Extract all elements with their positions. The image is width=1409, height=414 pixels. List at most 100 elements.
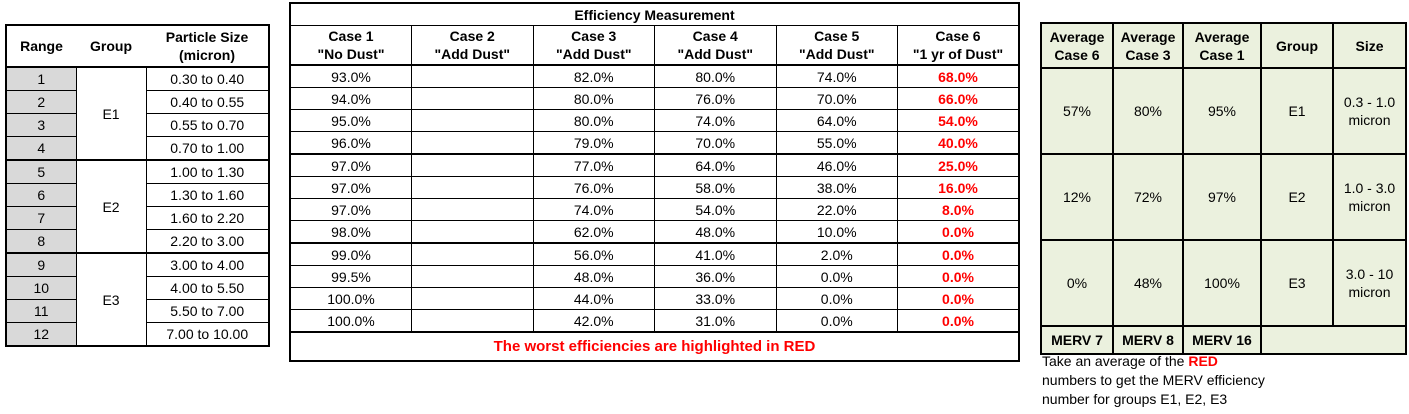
table-title-row: Efficiency Measurement <box>290 3 1019 26</box>
efficiency-cell: 38.0% <box>775 176 898 199</box>
efficiency-cell: 99.0% <box>289 242 412 266</box>
average-cell: 0% <box>1040 239 1114 327</box>
range-cell: 12 <box>5 322 77 347</box>
table-note-row: The worst efficiencies are highlighted i… <box>290 331 1019 361</box>
case-name: Case 2 <box>449 28 495 44</box>
table-row: 10 4.00 to 5.50 <box>5 276 270 300</box>
efficiency-cell: 74.0% <box>775 64 898 88</box>
case-name: Case 4 <box>692 28 738 44</box>
range-cell: 9 <box>5 252 77 277</box>
group-cell: E2 <box>1260 153 1334 241</box>
table-row: 100.0% 42.0% 31.0% 0.0% 0.0% <box>289 309 1020 333</box>
efficiency-cell: 95.0% <box>289 109 412 132</box>
merv-instruction-note: Take an average of the RED numbers to ge… <box>1042 352 1372 409</box>
size-cell: 0.55 to 0.70 <box>145 113 270 137</box>
table-row: 0% 48% 100% E3 3.0 - 10 micron <box>1040 239 1407 327</box>
table-row: 7 1.60 to 2.20 <box>5 206 270 230</box>
efficiency-cell: 96.0% <box>289 131 412 155</box>
table-row: 3 0.55 to 0.70 <box>5 113 270 137</box>
col-header-case2: Case 2 "Add Dust" <box>411 25 534 66</box>
case-subtitle: "1 yr of Dust" <box>912 46 1004 62</box>
efficiency-cell: 10.0% <box>775 220 898 244</box>
group-cell: E2 <box>75 159 147 254</box>
efficiency-cell: 99.5% <box>289 265 412 288</box>
case-name: Case 1 <box>328 28 374 44</box>
table-row: 9 E3 3.00 to 4.00 <box>5 252 270 347</box>
efficiency-cell: 74.0% <box>532 198 655 221</box>
efficiency-cell: 97.0% <box>289 153 412 177</box>
table-row: 93.0% 82.0% 80.0% 74.0% 68.0% <box>289 64 1020 88</box>
worst-efficiency-cell: 25.0% <box>897 153 1020 177</box>
efficiency-cell: 82.0% <box>532 64 655 88</box>
table-row: 12 7.00 to 10.00 <box>5 322 270 347</box>
range-cell: 3 <box>5 113 77 137</box>
efficiency-cell: 98.0% <box>289 220 412 244</box>
case-subtitle: "Add Dust" <box>556 46 632 62</box>
worst-efficiency-cell: 8.0% <box>897 198 1020 221</box>
table-row: 57% 80% 95% E1 0.3 - 1.0 micron <box>1040 67 1407 155</box>
efficiency-cell: 70.0% <box>654 131 777 155</box>
efficiency-cell: 100.0% <box>289 287 412 310</box>
efficiency-cell: 64.0% <box>654 153 777 177</box>
efficiency-cell: 76.0% <box>532 176 655 199</box>
table-row: 97.0% 77.0% 64.0% 46.0% 25.0% <box>289 153 1020 177</box>
efficiency-cell <box>411 242 534 266</box>
efficiency-cell: 94.0% <box>289 87 412 110</box>
efficiency-cell: 48.0% <box>532 265 655 288</box>
range-cell: 2 <box>5 90 77 114</box>
col-header-case3: Case 3 "Add Dust" <box>532 25 655 66</box>
efficiency-cell: 80.0% <box>532 109 655 132</box>
table-row: 12% 72% 97% E2 1.0 - 3.0 micron <box>1040 153 1407 241</box>
average-cell: 80% <box>1112 67 1184 155</box>
efficiency-cell: 79.0% <box>532 131 655 155</box>
col-header-case5: Case 5 "Add Dust" <box>775 25 898 66</box>
average-cell: 72% <box>1112 153 1184 241</box>
table-row: 99.0% 56.0% 41.0% 2.0% 0.0% <box>289 242 1020 266</box>
size-cell: 1.30 to 1.60 <box>145 183 270 207</box>
merv-rating-cell: MERV 8 <box>1112 325 1184 355</box>
size-cell: 7.00 to 10.00 <box>145 322 270 347</box>
average-cell: 48% <box>1112 239 1184 327</box>
group-cell: E3 <box>1260 239 1334 327</box>
efficiency-cell: 97.0% <box>289 198 412 221</box>
particle-size-table: Range Group Particle Size (micron) 1 E1 … <box>5 24 270 347</box>
col-header-case1: Case 1 "No Dust" <box>289 25 412 66</box>
range-cell: 8 <box>5 229 77 254</box>
efficiency-cell: 0.0% <box>775 265 898 288</box>
efficiency-measurement-table: Efficiency Measurement Case 1 "No Dust" C… <box>289 2 1020 362</box>
table-title: Efficiency Measurement <box>290 3 1019 26</box>
table-row: 94.0% 80.0% 76.0% 70.0% 66.0% <box>289 87 1020 110</box>
worst-efficiency-cell: 16.0% <box>897 176 1020 199</box>
worst-efficiency-cell: 0.0% <box>897 287 1020 310</box>
worst-efficiency-note: The worst efficiencies are highlighted i… <box>290 331 1019 361</box>
case-name: Case 3 <box>571 28 617 44</box>
size-cell: 0.30 to 0.40 <box>145 66 270 91</box>
efficiency-cell <box>411 309 534 333</box>
efficiency-cell: 76.0% <box>654 87 777 110</box>
col-header-group: Group <box>76 25 146 68</box>
efficiency-cell: 22.0% <box>775 198 898 221</box>
efficiency-cell: 31.0% <box>654 309 777 333</box>
size-range-cell: 0.3 - 1.0 micron <box>1332 67 1407 155</box>
col-header-average-case3: Average Case 3 <box>1112 22 1184 69</box>
note-text: Take an average of the <box>1042 353 1189 369</box>
range-cell: 6 <box>5 183 77 207</box>
size-cell: 2.20 to 3.00 <box>145 229 270 254</box>
efficiency-cell <box>411 64 534 88</box>
group-cell: E1 <box>1260 67 1334 155</box>
table-row: 4 0.70 to 1.00 <box>5 136 270 161</box>
table-row: 97.0% 74.0% 54.0% 22.0% 8.0% <box>289 198 1020 221</box>
efficiency-cell <box>411 87 534 110</box>
efficiency-cell: 0.0% <box>775 287 898 310</box>
case-name: Case 6 <box>935 28 981 44</box>
table-row: 8 2.20 to 3.00 <box>5 229 270 254</box>
table-header-row: Range Group Particle Size (micron) <box>6 25 269 68</box>
worst-efficiency-cell: 54.0% <box>897 109 1020 132</box>
size-cell: 0.70 to 1.00 <box>145 136 270 161</box>
col-header-average-case1: Average Case 1 <box>1182 22 1262 69</box>
efficiency-cell: 44.0% <box>532 287 655 310</box>
note-line-3: number for groups E1, E2, E3 <box>1042 391 1228 407</box>
average-cell: 97% <box>1182 153 1262 241</box>
case-subtitle: "Add Dust" <box>799 46 875 62</box>
